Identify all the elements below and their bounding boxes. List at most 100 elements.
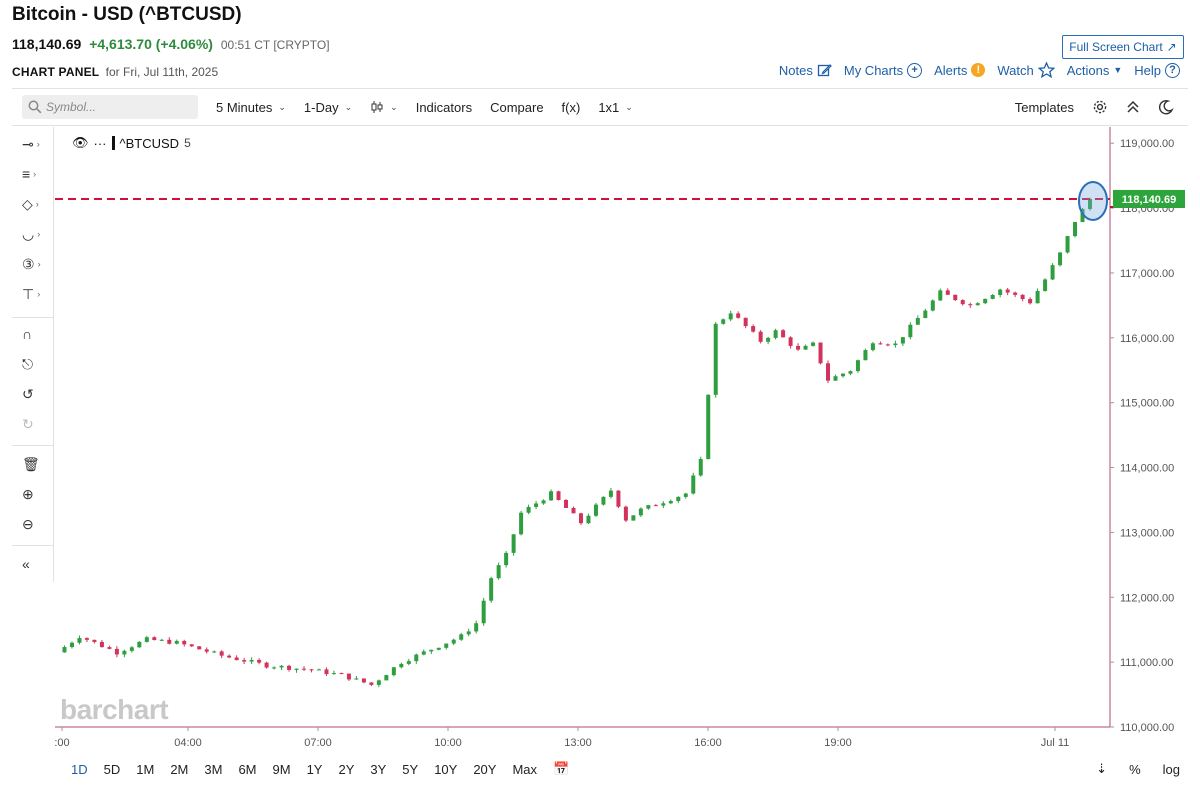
barchart-watermark: barchart (60, 694, 169, 725)
interval-value: 5 Minutes (216, 99, 273, 115)
dark-mode-moon-icon[interactable] (1158, 99, 1174, 115)
period-20y[interactable]: 20Y (473, 761, 497, 777)
chevron-right-icon: › (37, 289, 41, 299)
candle-body (309, 669, 314, 671)
legend-symbol: ^BTCUSD (119, 135, 180, 151)
help-link[interactable]: Help ? (1134, 62, 1180, 78)
annotation-tool[interactable]: ③ › (22, 253, 50, 275)
measure-tool[interactable]: ⊤ › (22, 283, 50, 305)
candle-body (564, 499, 569, 508)
candle-body (938, 290, 943, 301)
symbol-search-input[interactable]: Symbol... (22, 95, 198, 119)
candle-body (114, 648, 119, 655)
candle-body (863, 350, 868, 361)
fib-tool[interactable]: ≡ › (22, 163, 50, 185)
my-charts-label: My Charts (843, 62, 904, 78)
candle-body (968, 304, 973, 306)
watch-link[interactable]: Watch (997, 62, 1055, 78)
line-tool[interactable]: ⊸ › (22, 133, 50, 155)
period-10y[interactable]: 10Y (434, 761, 458, 777)
chevron-right-icon: › (33, 169, 37, 179)
x-tick-label: Jul 11 (1041, 737, 1070, 749)
collapse-tools-button[interactable]: « (22, 553, 50, 575)
actions-menu[interactable]: Actions ▼ (1067, 63, 1123, 78)
candle-body (129, 647, 134, 651)
toolbar-right: Templates (1015, 99, 1188, 115)
candle-body (578, 513, 583, 524)
range-select[interactable]: 1-Day ⌄ (304, 100, 352, 115)
candle-body (182, 640, 187, 645)
period-5y[interactable]: 5Y (402, 761, 419, 777)
indicators-button[interactable]: Indicators (415, 99, 473, 115)
lock-tool[interactable]: ⎋ (22, 353, 50, 375)
curve-tool[interactable]: ◡ › (22, 223, 50, 245)
my-charts-link[interactable]: My Charts + (843, 62, 923, 78)
candle-body (758, 331, 763, 342)
candle-body (1013, 292, 1018, 295)
candle-body (855, 360, 860, 372)
interval-select[interactable]: 5 Minutes ⌄ (216, 100, 286, 115)
help-label: Help (1134, 62, 1161, 78)
gear-icon[interactable] (1092, 99, 1108, 115)
watch-label: Watch (997, 62, 1034, 78)
templates-button[interactable]: Templates (1014, 99, 1074, 115)
full-screen-chart-button[interactable]: Full Screen Chart ↗ (1062, 35, 1184, 59)
log-toggle[interactable]: log (1162, 761, 1180, 777)
period-1m[interactable]: 1M (136, 761, 155, 777)
diamond-icon: ◇ (22, 195, 33, 212)
eye-icon[interactable]: 👁 (72, 135, 89, 150)
candle-body (369, 682, 374, 685)
zoom-out-button[interactable]: ⊖ (22, 513, 50, 535)
period-9m[interactable]: 9M (272, 761, 291, 777)
candle-body (698, 459, 703, 476)
candle-body (436, 647, 441, 650)
chevron-right-icon: › (37, 259, 41, 269)
period-1d[interactable]: 1D (71, 761, 88, 777)
redo-button[interactable]: ↻ (22, 413, 50, 435)
period-2y[interactable]: 2Y (338, 761, 355, 777)
double-chevron-up-icon[interactable] (1126, 100, 1140, 114)
period-5d[interactable]: 5D (103, 761, 121, 777)
period-3m[interactable]: 3M (204, 761, 223, 777)
chevron-right-icon: › (37, 229, 41, 239)
layout-select[interactable]: 1x1 ⌄ (598, 100, 633, 115)
candle-body (69, 642, 74, 648)
x-tick-label: 16:00 (694, 737, 722, 749)
candle-body (526, 506, 531, 513)
candle-body (242, 660, 247, 662)
percent-toggle[interactable]: % (1129, 761, 1141, 777)
y-tick-label: 114,000.00 (1120, 463, 1174, 475)
calendar-icon[interactable]: 📅 (553, 761, 570, 776)
candle-body (826, 363, 831, 381)
function-button[interactable]: f(x) (561, 99, 581, 115)
panel-links: Notes My Charts + Alerts ! Watch Actions… (779, 62, 1180, 78)
period-1y[interactable]: 1Y (306, 761, 323, 777)
chart-panel-date: for Fri, Jul 11th, 2025 (105, 65, 219, 79)
chevron-down-icon: ⌄ (390, 101, 398, 112)
delete-button[interactable]: 🗑 (22, 453, 50, 475)
candle-body (99, 641, 104, 648)
chart-type-select[interactable]: ⌄ (370, 100, 398, 114)
zoom-in-button[interactable]: ⊕ (22, 483, 50, 505)
alerts-link[interactable]: Alerts ! (934, 63, 986, 78)
period-bar-right: ⇣ % log (1096, 761, 1188, 777)
star-icon (1037, 62, 1055, 78)
plus-circle-icon: + (907, 62, 923, 78)
more-dots-icon[interactable]: ··· (93, 135, 107, 151)
candle-body (272, 667, 277, 669)
period-6m[interactable]: 6M (238, 761, 257, 777)
candle-body (885, 344, 890, 346)
chevron-down-icon: ⌄ (278, 101, 286, 112)
period-max[interactable]: Max (512, 761, 538, 777)
compare-button[interactable]: Compare (490, 99, 544, 115)
period-3y[interactable]: 3Y (370, 761, 387, 777)
y-tick-label: 116,000.00 (1120, 333, 1174, 345)
notes-link[interactable]: Notes (779, 63, 832, 78)
magnet-tool[interactable]: ∩ (22, 323, 50, 345)
expand-down-icon[interactable]: ⇣ (1096, 761, 1108, 776)
period-list: 1D 5D 1M 2M 3M 6M 9M 1Y 2Y 3Y 5Y 10Y 20Y Max (55, 762, 537, 777)
shape-tool[interactable]: ◇ › (22, 193, 50, 215)
period-2m[interactable]: 2M (170, 761, 189, 777)
undo-button[interactable]: ↺ (22, 383, 50, 405)
